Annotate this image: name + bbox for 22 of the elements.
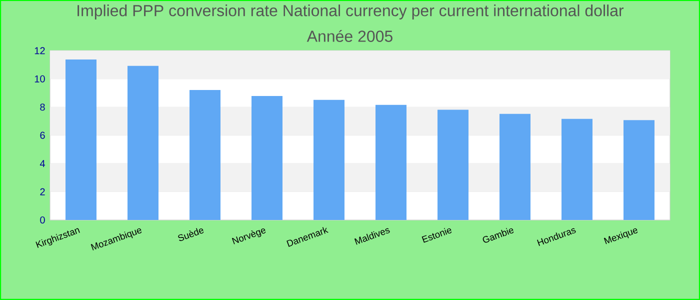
chart-subtitle: Année 2005 <box>306 30 392 42</box>
bar <box>314 100 344 220</box>
bar <box>252 96 283 220</box>
bar <box>562 118 593 220</box>
x-tick-label: Gambie <box>482 228 514 243</box>
y-tick-label: 4 <box>40 160 45 167</box>
bar <box>376 104 406 220</box>
x-tick-label: Estonie <box>422 228 452 243</box>
y-tick-label: 0 <box>40 216 45 224</box>
bar <box>438 110 468 220</box>
y-tick-label: 8 <box>40 104 45 111</box>
x-tick-label: Suède <box>178 228 204 242</box>
y-tick-label: 12 <box>34 47 45 54</box>
chart-title: Implied PPP conversion rate National currency per current international dollar <box>78 4 624 20</box>
bar <box>624 120 654 220</box>
y-tick-label: 2 <box>40 188 45 196</box>
bar <box>128 66 158 220</box>
y-tick-label: 10 <box>34 75 45 82</box>
bar <box>500 114 530 220</box>
bar <box>66 60 96 220</box>
bar <box>190 90 220 220</box>
y-tick-label: 6 <box>40 132 45 139</box>
